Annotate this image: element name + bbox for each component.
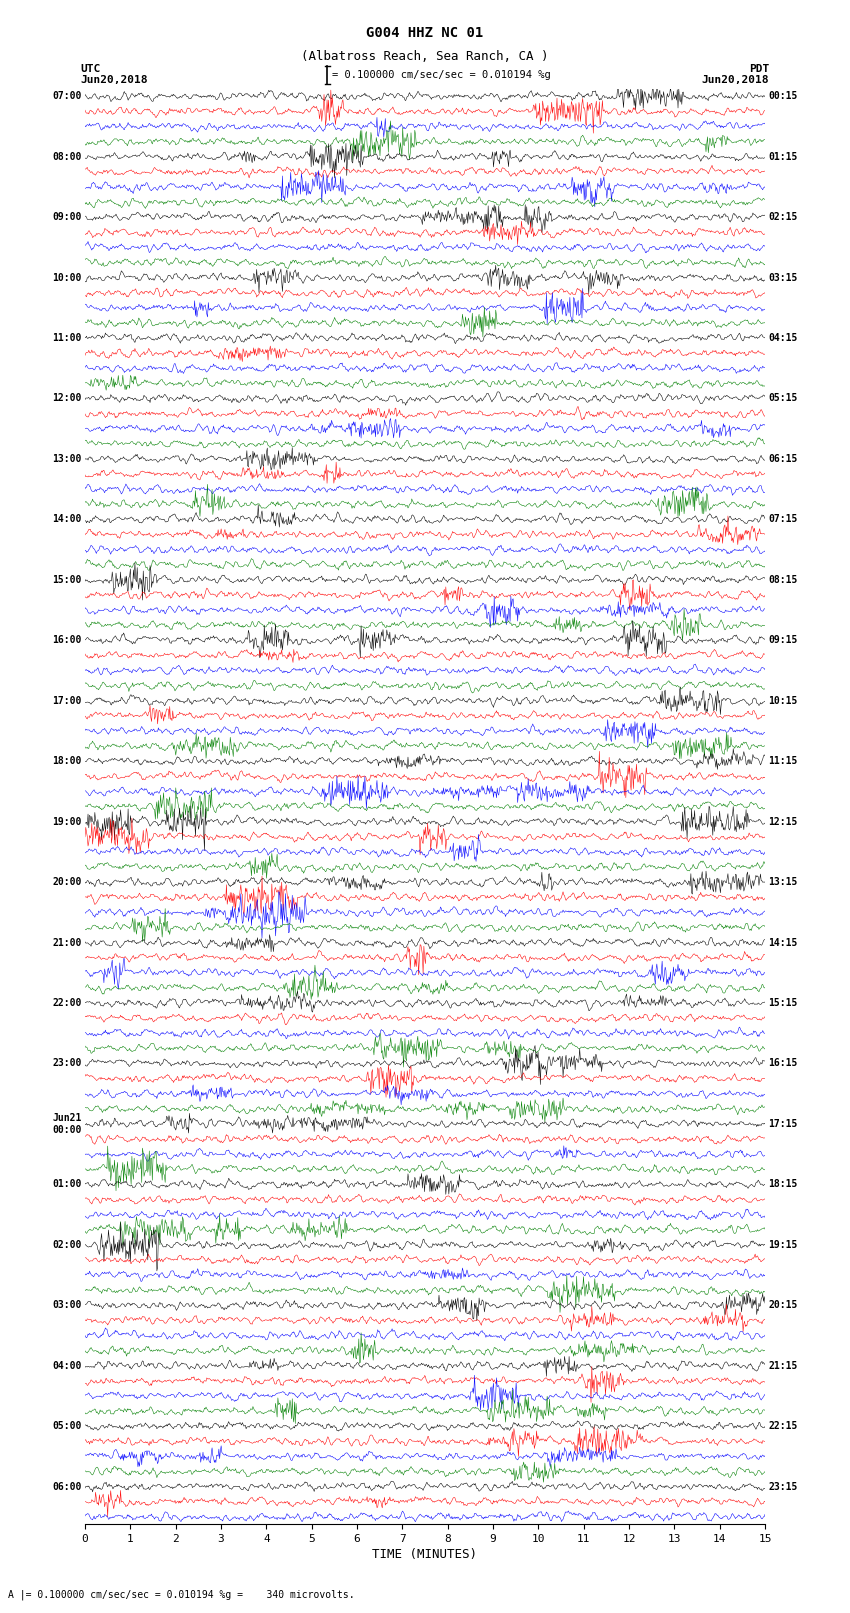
Text: 21:00: 21:00 <box>52 937 82 947</box>
Text: 11:00: 11:00 <box>52 332 82 344</box>
Text: 19:00: 19:00 <box>52 816 82 826</box>
Text: 14:00: 14:00 <box>52 515 82 524</box>
Text: 20:15: 20:15 <box>768 1300 798 1310</box>
Text: = 0.100000 cm/sec/sec = 0.010194 %g: = 0.100000 cm/sec/sec = 0.010194 %g <box>332 69 550 81</box>
Text: PDT
Jun20,2018: PDT Jun20,2018 <box>702 65 769 85</box>
Text: 11:15: 11:15 <box>768 756 798 766</box>
Text: 00:15: 00:15 <box>768 92 798 102</box>
Text: 12:00: 12:00 <box>52 394 82 403</box>
Text: 10:15: 10:15 <box>768 695 798 706</box>
Text: 10:00: 10:00 <box>52 273 82 282</box>
Text: 13:00: 13:00 <box>52 453 82 465</box>
Text: 05:00: 05:00 <box>52 1421 82 1431</box>
Text: (Albatross Reach, Sea Ranch, CA ): (Albatross Reach, Sea Ranch, CA ) <box>301 50 549 63</box>
Text: 06:15: 06:15 <box>768 453 798 465</box>
Text: 18:00: 18:00 <box>52 756 82 766</box>
Text: 18:15: 18:15 <box>768 1179 798 1189</box>
Text: A |= 0.100000 cm/sec/sec = 0.010194 %g =    340 microvolts.: A |= 0.100000 cm/sec/sec = 0.010194 %g =… <box>8 1589 355 1600</box>
Text: 23:15: 23:15 <box>768 1481 798 1492</box>
Text: Jun21
00:00: Jun21 00:00 <box>52 1113 82 1134</box>
Text: 22:00: 22:00 <box>52 998 82 1008</box>
Text: 01:00: 01:00 <box>52 1179 82 1189</box>
Text: 03:15: 03:15 <box>768 273 798 282</box>
Text: UTC
Jun20,2018: UTC Jun20,2018 <box>81 65 148 85</box>
Text: 21:15: 21:15 <box>768 1361 798 1371</box>
Text: 08:15: 08:15 <box>768 574 798 586</box>
Text: 09:15: 09:15 <box>768 636 798 645</box>
Text: 03:00: 03:00 <box>52 1300 82 1310</box>
Text: 04:00: 04:00 <box>52 1361 82 1371</box>
X-axis label: TIME (MINUTES): TIME (MINUTES) <box>372 1548 478 1561</box>
Text: 02:00: 02:00 <box>52 1240 82 1250</box>
Text: 07:15: 07:15 <box>768 515 798 524</box>
Text: 08:00: 08:00 <box>52 152 82 161</box>
Text: 01:15: 01:15 <box>768 152 798 161</box>
Text: 02:15: 02:15 <box>768 213 798 223</box>
Text: 15:15: 15:15 <box>768 998 798 1008</box>
Text: 22:15: 22:15 <box>768 1421 798 1431</box>
Text: 06:00: 06:00 <box>52 1481 82 1492</box>
Text: 17:00: 17:00 <box>52 695 82 706</box>
Text: 19:15: 19:15 <box>768 1240 798 1250</box>
Text: G004 HHZ NC 01: G004 HHZ NC 01 <box>366 26 484 40</box>
Text: 16:00: 16:00 <box>52 636 82 645</box>
Text: 20:00: 20:00 <box>52 877 82 887</box>
Text: 15:00: 15:00 <box>52 574 82 586</box>
Text: 13:15: 13:15 <box>768 877 798 887</box>
Text: 14:15: 14:15 <box>768 937 798 947</box>
Text: 17:15: 17:15 <box>768 1119 798 1129</box>
Text: 23:00: 23:00 <box>52 1058 82 1068</box>
Text: 16:15: 16:15 <box>768 1058 798 1068</box>
Text: 07:00: 07:00 <box>52 92 82 102</box>
Text: 04:15: 04:15 <box>768 332 798 344</box>
Text: 05:15: 05:15 <box>768 394 798 403</box>
Text: 12:15: 12:15 <box>768 816 798 826</box>
Text: 09:00: 09:00 <box>52 213 82 223</box>
